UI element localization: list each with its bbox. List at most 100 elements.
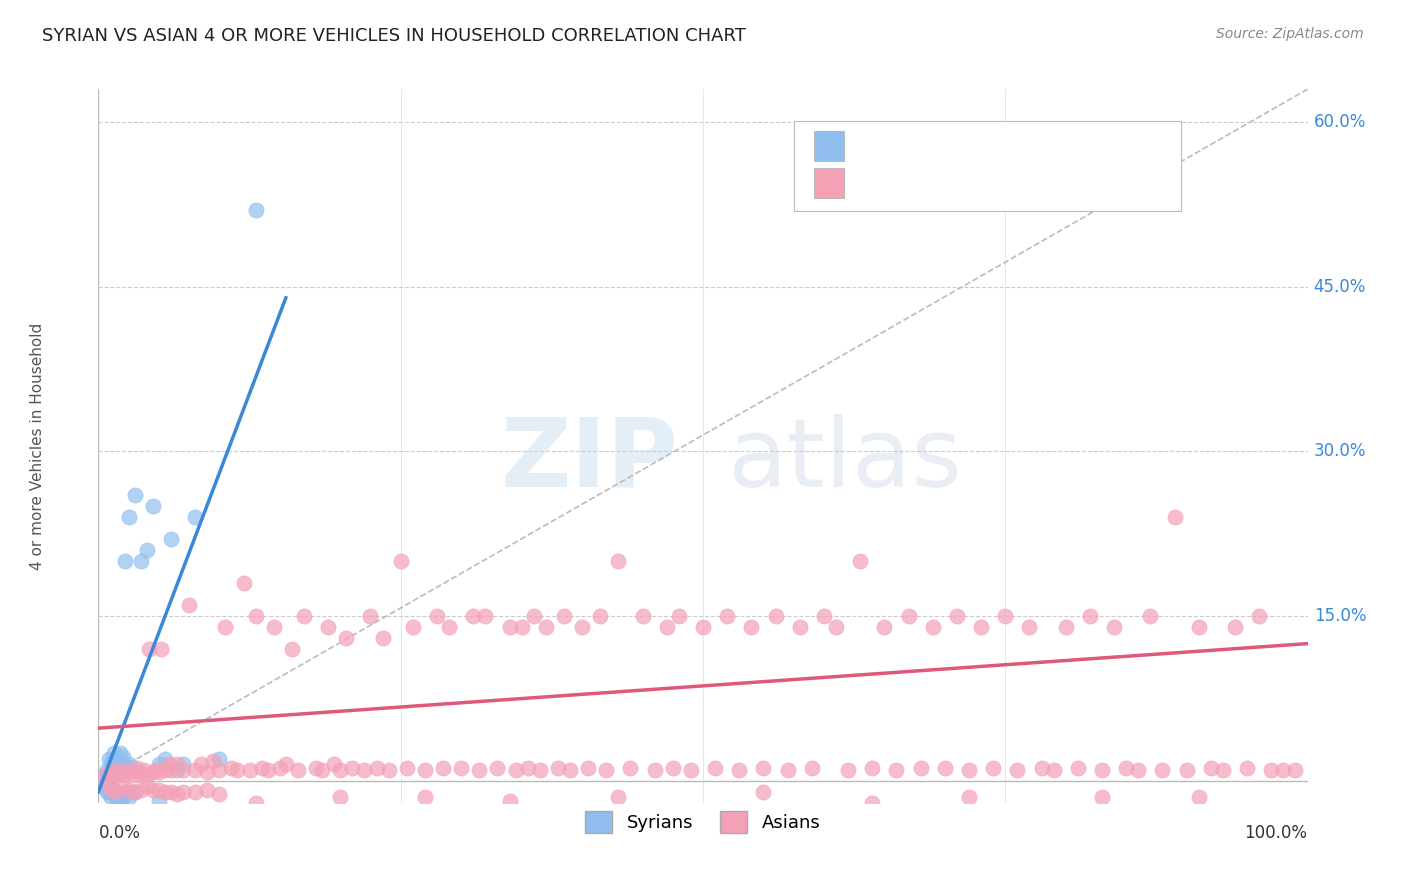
Point (96, 785, 118, 799)
Point (468, 763, 491, 777)
Point (263, 620, 285, 634)
Point (886, 763, 908, 777)
Point (1212, 763, 1234, 777)
Point (704, 761, 727, 775)
Point (752, 761, 775, 775)
Point (1188, 790, 1211, 805)
Point (716, 609, 738, 624)
Point (957, 763, 980, 777)
Point (145, 763, 167, 777)
Point (274, 757, 297, 772)
Point (765, 609, 787, 624)
Point (256, 763, 278, 777)
Point (195, 782, 218, 797)
Point (498, 620, 520, 634)
Point (111, 768, 134, 782)
Point (166, 787, 188, 801)
Point (105, 785, 128, 799)
Point (474, 609, 496, 624)
Point (426, 609, 449, 624)
Point (1007, 763, 1029, 777)
Point (105, 794, 128, 808)
Point (934, 761, 956, 775)
Point (160, 785, 183, 799)
Point (114, 785, 136, 799)
Point (221, 761, 243, 775)
Point (148, 757, 170, 772)
Point (111, 757, 134, 772)
Point (129, 782, 152, 797)
Point (1152, 763, 1174, 777)
Point (281, 642, 304, 657)
Point (98, 780, 121, 794)
Point (523, 609, 546, 624)
Point (160, 533, 183, 547)
Point (873, 620, 896, 634)
Point (529, 763, 551, 777)
Point (377, 763, 399, 777)
Point (1067, 761, 1090, 775)
Point (105, 752, 128, 766)
Point (800, 761, 823, 775)
Point (813, 609, 835, 624)
Point (607, 790, 630, 805)
Point (142, 782, 165, 797)
Point (897, 609, 920, 624)
Point (179, 598, 201, 612)
Point (184, 785, 207, 799)
Point (789, 620, 811, 634)
Point (118, 782, 141, 797)
FancyBboxPatch shape (814, 169, 845, 198)
Text: 60.0%: 60.0% (1313, 113, 1367, 131)
Point (97, 780, 120, 794)
Text: 0.0%: 0.0% (98, 824, 141, 842)
Point (402, 620, 425, 634)
Point (166, 757, 188, 772)
Point (184, 763, 207, 777)
Point (589, 609, 612, 624)
Point (498, 794, 520, 808)
Point (108, 765, 131, 780)
Point (153, 752, 176, 766)
Text: SYRIAN VS ASIAN 4 OR MORE VEHICLES IN HOUSEHOLD CORRELATION CHART: SYRIAN VS ASIAN 4 OR MORE VEHICLES IN HO… (42, 27, 747, 45)
Point (510, 620, 533, 634)
Point (208, 752, 231, 766)
Point (124, 785, 146, 799)
Point (558, 763, 581, 777)
Point (105, 763, 128, 777)
Point (329, 763, 352, 777)
Text: ZIP: ZIP (501, 414, 679, 507)
Point (97, 782, 120, 797)
Point (105, 768, 128, 782)
Point (450, 761, 472, 775)
Point (655, 620, 678, 634)
Point (1054, 620, 1077, 634)
Point (98, 752, 121, 766)
Point (118, 790, 141, 805)
Point (860, 796, 883, 810)
Point (245, 609, 267, 624)
Point (118, 510, 141, 524)
Point (129, 765, 152, 780)
FancyBboxPatch shape (814, 131, 845, 161)
Point (245, 202, 267, 217)
Point (692, 620, 714, 634)
Point (150, 642, 173, 657)
Point (100, 768, 122, 782)
Point (127, 761, 149, 775)
Point (353, 763, 375, 777)
Point (114, 554, 136, 568)
Point (124, 763, 146, 777)
Point (1199, 761, 1222, 775)
Point (108, 796, 131, 810)
Point (644, 763, 666, 777)
Point (96, 763, 118, 777)
Point (100, 757, 122, 772)
Point (728, 763, 751, 777)
Point (100, 790, 122, 805)
Point (1188, 620, 1211, 634)
Point (124, 768, 146, 782)
Text: R =  0.731   N =   50: R = 0.731 N = 50 (858, 136, 1062, 156)
Point (111, 780, 134, 794)
Point (114, 763, 136, 777)
